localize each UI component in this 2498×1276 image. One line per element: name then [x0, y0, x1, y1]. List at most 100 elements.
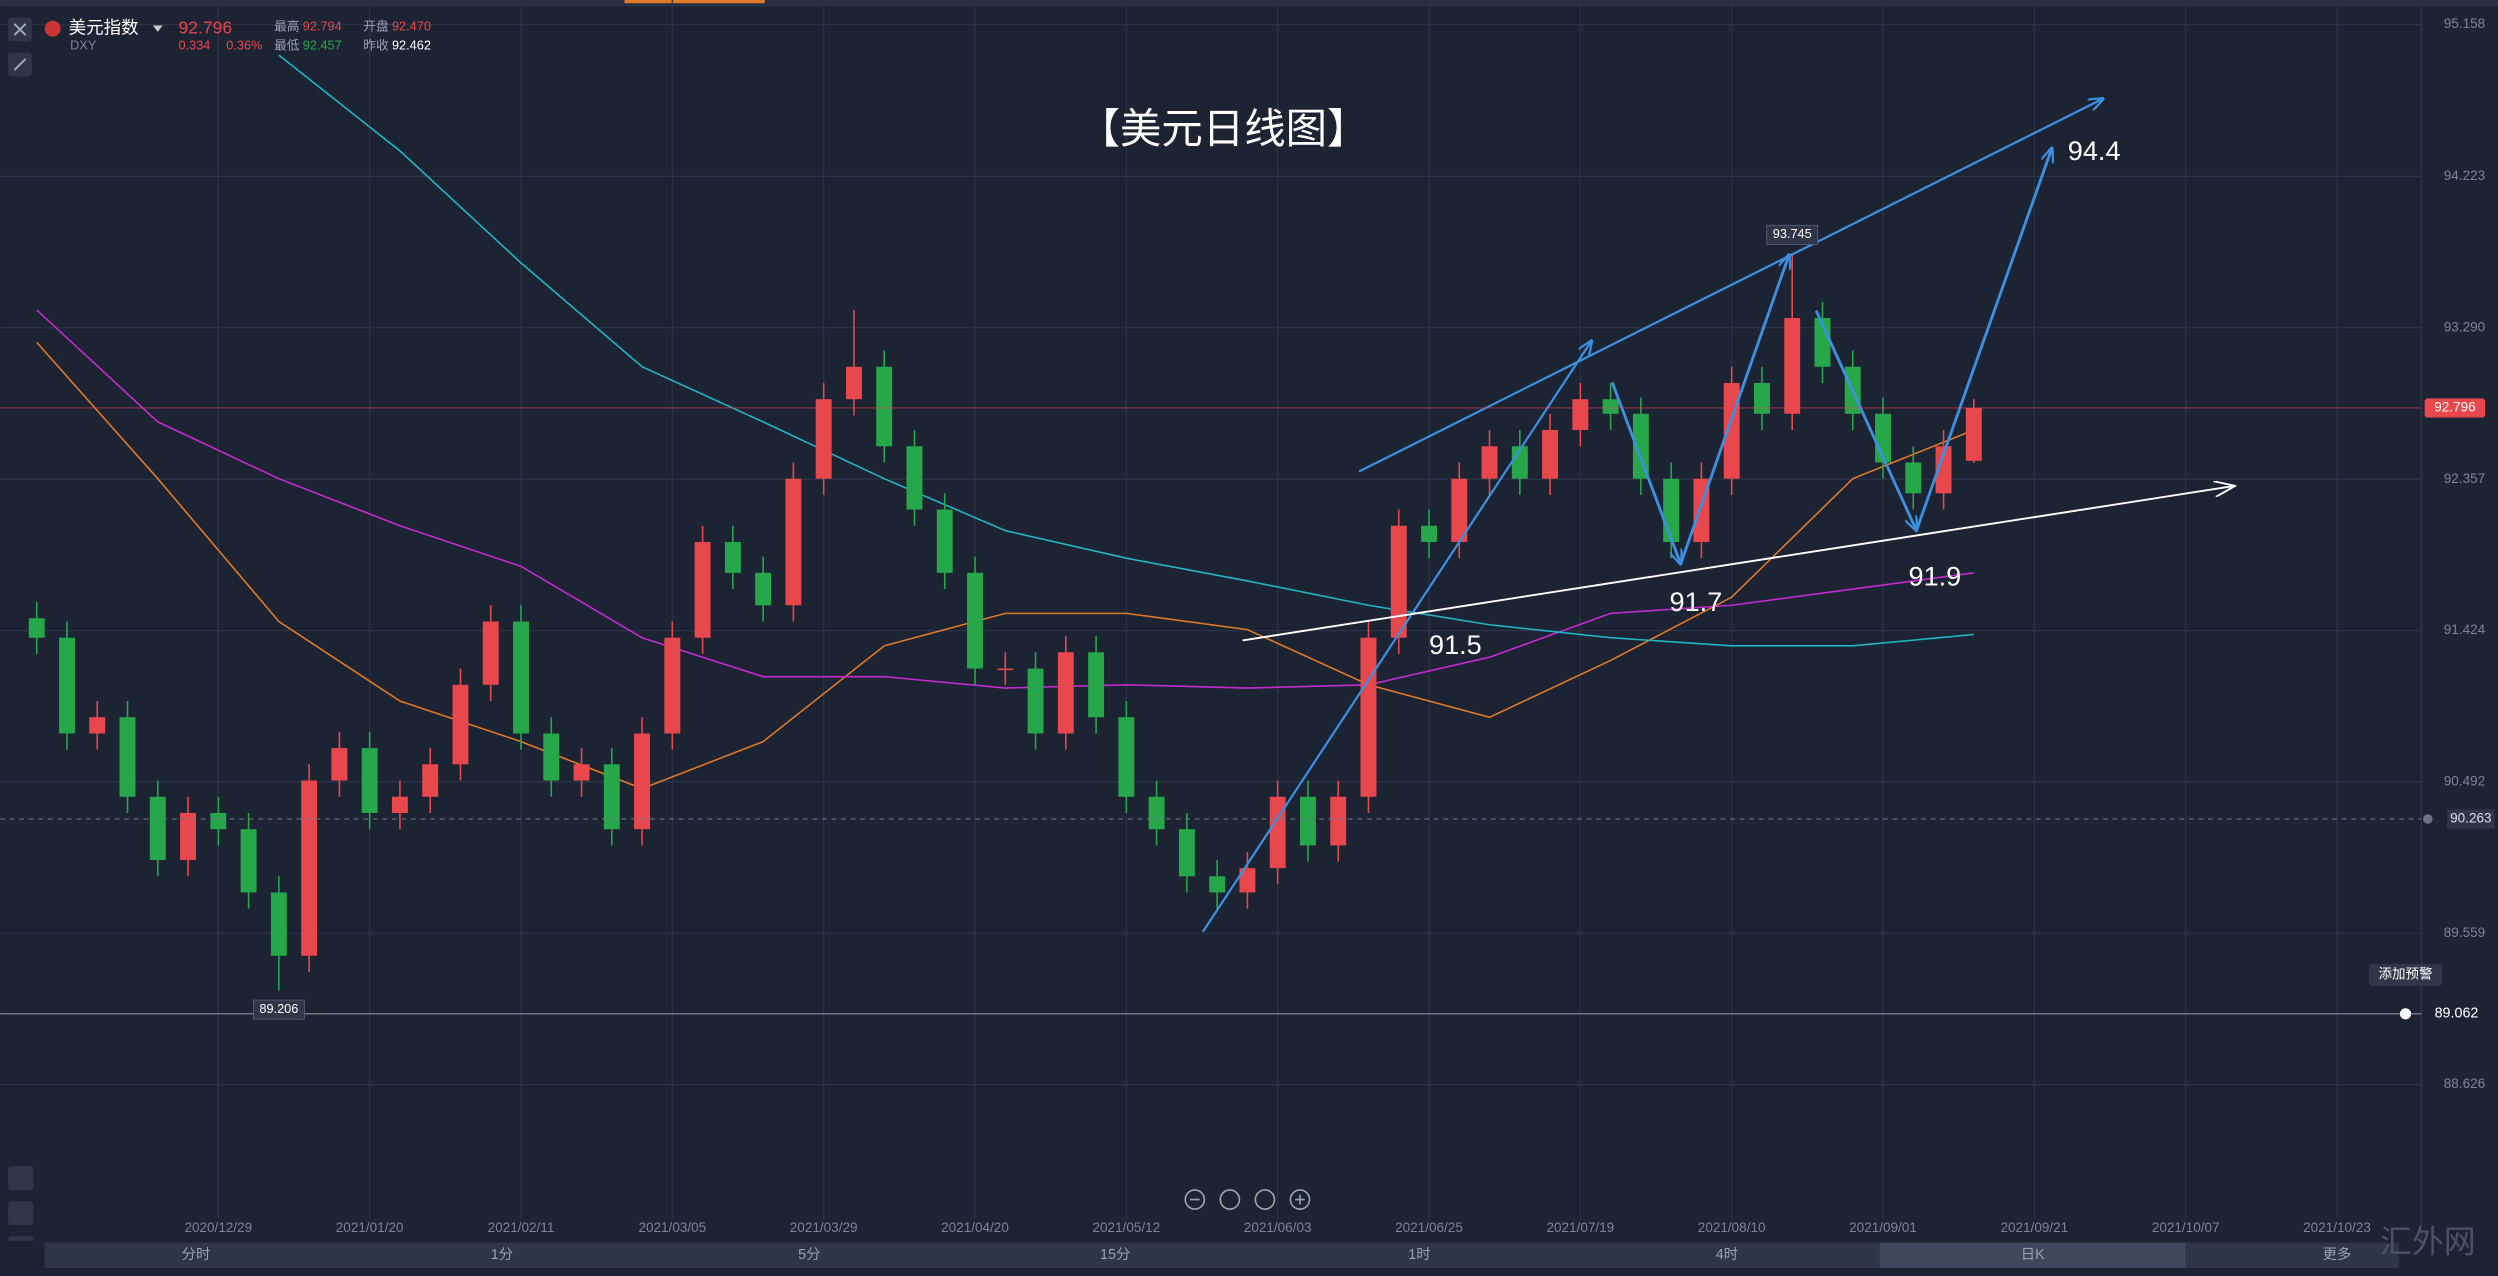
timeframe[interactable]: 1分: [491, 1246, 513, 1263]
stat-value: 92.794: [303, 18, 342, 33]
alert-button-bg[interactable]: [2368, 963, 2443, 987]
wave-arrow: [1814, 310, 1916, 531]
candle-body: [89, 717, 106, 734]
x-tick-label: 2021/09/21: [2000, 1220, 2068, 1235]
stat-label: 最低: [274, 38, 300, 53]
candle-body: [724, 541, 741, 573]
moving-average: [36, 309, 1974, 689]
trend-arrow: [1201, 341, 1592, 933]
candle-body: [967, 572, 983, 669]
change: 0.334: [178, 38, 210, 53]
chart-title: 【美元日线图】: [1079, 106, 1369, 152]
moving-averages: [36, 54, 1975, 790]
candle-body: [1209, 876, 1226, 893]
dropdown-icon[interactable]: [153, 25, 163, 32]
active-timeframe-bg: [1879, 1242, 2186, 1269]
watermark: 汇外网: [2380, 1224, 2476, 1260]
timeframe[interactable]: 1时: [1408, 1246, 1430, 1263]
go-end[interactable]: [1254, 1189, 1276, 1210]
moving-average: [36, 341, 1975, 790]
candle-body: [1390, 525, 1407, 638]
candle-body: [119, 717, 136, 797]
wave-arrow: [1915, 148, 2051, 531]
y-tick-label: 91.424: [2444, 622, 2486, 637]
candle-body: [1481, 446, 1498, 479]
crosshair-label: 90.263: [2450, 811, 2491, 826]
x-tick-label: 2021/09/01: [1849, 1220, 1917, 1235]
stats: 最高 92.794 开盘 92.470 最低 92.457 昨收 92.462: [274, 18, 431, 52]
x-tick-label: 2021/03/29: [790, 1220, 858, 1235]
bell-icon: [2423, 814, 2433, 824]
support-arrow: [1242, 486, 2235, 642]
wave-arrow: [1679, 255, 1789, 565]
overlay: 92.796 90.263 89.062 添加预警 93.745 89.206 94.4 91…: [0, 135, 2495, 1022]
candle-body: [1330, 796, 1347, 846]
candle-body: [1602, 399, 1619, 414]
high-label: 93.745: [1773, 226, 1812, 241]
last-price-label: 92.796: [2434, 400, 2475, 415]
expand-icon: [13, 58, 27, 71]
x-tick-label: 2021/03/05: [638, 1220, 706, 1235]
stat-label: 开盘: [363, 18, 389, 33]
y-tick-label: 93.290: [2444, 319, 2485, 334]
candle-body: [755, 572, 772, 606]
candle-body: [1178, 829, 1195, 877]
change-pct: 0.36%: [226, 38, 262, 53]
go-start[interactable]: [1219, 1189, 1241, 1210]
alert-bell[interactable]: [2399, 1008, 2412, 1020]
y-tick-label: 89.559: [2444, 925, 2485, 940]
candle-body: [1572, 399, 1589, 431]
stat-value: 92.470: [392, 18, 431, 33]
candle-body: [1148, 796, 1165, 830]
zoom-out[interactable]: [1184, 1189, 1206, 1210]
annotation: 91.7: [1670, 586, 1723, 617]
candle-body: [1360, 637, 1377, 797]
candle-body: [1451, 478, 1468, 542]
timeframe[interactable]: 4时: [1716, 1246, 1738, 1263]
x-tick-label: 2021/02/11: [488, 1220, 555, 1235]
timeframe[interactable]: 更多: [2323, 1246, 2352, 1263]
candle-body: [482, 621, 499, 685]
alert-button[interactable]: 添加预警: [2378, 966, 2432, 981]
tool-button[interactable]: [8, 1166, 34, 1190]
timeframe[interactable]: 分时: [182, 1246, 211, 1263]
x-tick-label: 2020/12/29: [184, 1220, 252, 1235]
x-tick-label: 2021/06/03: [1244, 1220, 1312, 1235]
candle-body: [452, 684, 469, 765]
zoom-in[interactable]: [1289, 1189, 1311, 1210]
candle-body: [543, 733, 560, 781]
candle-body: [876, 366, 893, 447]
candle-body: [573, 764, 590, 781]
stat-value: 92.457: [303, 38, 342, 53]
y-tick-label: 94.223: [2444, 168, 2485, 183]
timeframe[interactable]: 5分: [798, 1246, 820, 1263]
timeframe[interactable]: 15分: [1100, 1246, 1130, 1263]
candle-body: [331, 748, 348, 781]
close-icon: [13, 23, 27, 36]
grid: 95.158 94.223 93.290 92.357 91.424 90.492 89.5…: [0, 0, 2486, 1241]
y-tick-label: 90.492: [2444, 773, 2485, 788]
alert-label: 89.062: [2435, 1006, 2479, 1022]
candle-body: [1269, 796, 1286, 869]
timeframe[interactable]: 日K: [2021, 1247, 2045, 1263]
high-label-box: [1766, 224, 1819, 245]
channel-arrow: [1358, 99, 2103, 473]
candle-body: [664, 637, 681, 734]
stat-label: 昨收: [363, 38, 389, 53]
crosshair-tag: [2446, 809, 2495, 829]
candle-body: [694, 541, 711, 638]
candles: [28, 253, 1982, 991]
tool-button[interactable]: [8, 1201, 34, 1226]
last-price-tag: [2424, 398, 2486, 418]
active-tab: [624, 0, 765, 4]
candle-body: [1118, 717, 1135, 797]
x-tick-label: 2021/04/20: [941, 1220, 1009, 1235]
candle-body: [270, 892, 287, 956]
candle-body: [240, 829, 257, 893]
candle-body: [1663, 478, 1680, 542]
x-tick-label: 2021/08/10: [1698, 1220, 1766, 1235]
zoom-glyphs: [1190, 1194, 1305, 1205]
